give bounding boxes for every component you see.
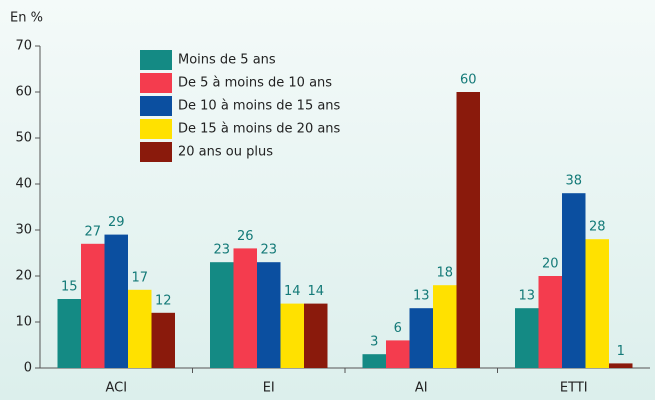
value-label: 14 [284, 284, 301, 299]
value-label: 23 [260, 243, 277, 258]
bar [386, 340, 410, 368]
legend-label: 20 ans ou plus [178, 145, 273, 160]
bar [128, 289, 152, 368]
y-tick-label: 50 [15, 131, 32, 146]
bar [585, 239, 609, 368]
y-tick-label: 60 [15, 85, 32, 100]
x-tick-label: ETTI [560, 381, 588, 396]
bar [210, 262, 234, 368]
value-label: 28 [589, 220, 606, 235]
value-label: 1 [617, 344, 625, 359]
bar [609, 363, 633, 368]
value-label: 6 [394, 321, 402, 336]
y-tick-label: 20 [15, 269, 32, 284]
bar [304, 303, 328, 368]
value-label: 60 [460, 73, 477, 88]
value-label: 15 [61, 280, 78, 295]
value-label: 23 [213, 243, 230, 258]
legend-label: De 15 à moins de 20 ans [178, 122, 341, 137]
value-label: 17 [131, 270, 148, 285]
bar [57, 299, 81, 368]
bar [515, 308, 539, 368]
y-tick-label: 10 [15, 315, 32, 330]
value-label: 18 [436, 266, 453, 281]
legend-label: De 10 à moins de 15 ans [178, 99, 341, 114]
bar [233, 248, 257, 368]
bar [81, 243, 105, 368]
y-tick-label: 30 [15, 223, 32, 238]
value-label: 29 [108, 215, 125, 230]
y-tick-label: 0 [24, 361, 32, 376]
bar [362, 354, 386, 368]
legend-label: De 5 à moins de 10 ans [178, 76, 332, 91]
y-tick-label: 40 [15, 177, 32, 192]
legend-swatch [140, 96, 172, 116]
value-label: 13 [413, 289, 430, 304]
x-tick-label: AI [415, 381, 428, 396]
bar [104, 234, 128, 368]
value-label: 13 [518, 289, 535, 304]
bar [280, 303, 304, 368]
value-label: 26 [237, 229, 254, 244]
legend-swatch [140, 119, 172, 139]
bar [456, 92, 480, 368]
legend-swatch [140, 73, 172, 93]
bar [151, 312, 175, 368]
bar [433, 285, 457, 368]
value-label: 12 [155, 293, 172, 308]
bar [562, 193, 586, 368]
bar [538, 276, 562, 368]
legend-label: Moins de 5 ans [178, 53, 276, 68]
value-label: 20 [542, 257, 559, 272]
x-tick-label: EI [263, 381, 275, 396]
legend-swatch [140, 50, 172, 70]
y-axis-label: En % [10, 11, 43, 26]
legend-swatch [140, 142, 172, 162]
y-tick-label: 70 [15, 39, 32, 54]
value-label: 3 [370, 335, 378, 350]
x-tick-label: ACI [105, 381, 127, 396]
value-label: 38 [565, 174, 582, 189]
bar [257, 262, 281, 368]
value-label: 14 [307, 284, 324, 299]
value-label: 27 [84, 224, 101, 239]
bar [409, 308, 433, 368]
